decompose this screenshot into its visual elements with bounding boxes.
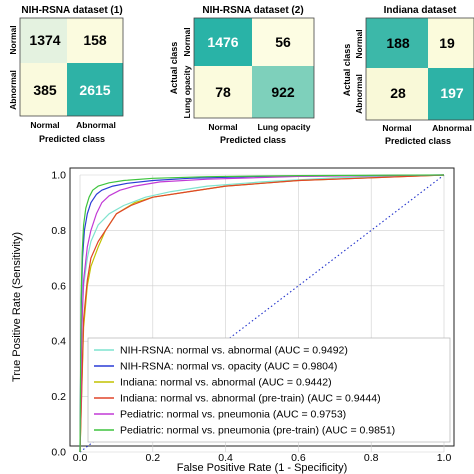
- cm3-frame: [365, 17, 474, 121]
- roc-legend-label: NIH-RSNA: normal vs. abnormal (AUC = 0.9…: [120, 345, 348, 357]
- cm2-ylabel: Actual class: [169, 42, 179, 95]
- roc-legend-label: NIH-RSNA: normal vs. opacity (AUC = 0.98…: [120, 361, 337, 373]
- roc-ytick-label: 0.6: [51, 280, 66, 292]
- roc-series-line-2: [79, 174, 445, 453]
- cm1-cell-11: [67, 63, 123, 116]
- roc-xlabel: False Positive Rate (1 - Specificity): [177, 462, 348, 474]
- cm1-value-00: 1374: [29, 32, 60, 48]
- roc-xtick-label: 0.6: [291, 452, 306, 464]
- roc-xtick-label: 1.0: [437, 452, 452, 464]
- roc-ytick-label: 0.4: [51, 336, 66, 348]
- cm2-frame: [193, 17, 315, 119]
- roc-ytick-label: 0.0: [51, 447, 66, 459]
- confusion-matrix-2: NIH-RSNA dataset (2) 1476 56 78 922 Actu…: [169, 5, 315, 145]
- cm3-value-11: 197: [440, 85, 464, 101]
- cm2-row-label-1: Lung opacity: [182, 65, 192, 118]
- roc-xtick-label: 0.2: [145, 452, 160, 464]
- cm3-cell-01: [428, 18, 474, 68]
- roc-ticks: 0.0 0.0 0.2 0.2 0.4 0.4 0.6 0.6 0.8 0.8 1.0 1.0: [51, 170, 451, 465]
- roc-xtick-label: 0.0: [73, 452, 88, 464]
- cm3-value-10: 28: [390, 85, 406, 101]
- cm2-col-label-1: Lung opacity: [258, 122, 311, 132]
- cm1-row-label-0: Normal: [8, 25, 18, 54]
- cm1-value-10: 385: [33, 82, 57, 98]
- roc-curves: [79, 174, 445, 453]
- cm2-cell-11: [252, 66, 314, 118]
- cm2-value-11: 922: [271, 84, 295, 100]
- cm1-col-label-0: Normal: [30, 120, 59, 130]
- cm3-row-label-1: Abnormal: [354, 74, 364, 114]
- cm2-value-01: 56: [275, 34, 291, 50]
- cm2-title: NIH-RSNA dataset (2): [202, 5, 303, 16]
- cm3-cell-11: [428, 68, 474, 120]
- cm2-value-00: 1476: [207, 34, 238, 50]
- cm1-frame: [19, 17, 124, 117]
- roc-legend-label: Pediatric: normal vs. pneumonia (AUC = 0…: [120, 409, 346, 421]
- cm3-row-label-0: Normal: [354, 29, 364, 58]
- roc-series-line-4: [79, 174, 445, 453]
- roc-ytick-label: 0.8: [51, 225, 66, 237]
- cm1-title: NIH-RSNA dataset (1): [21, 5, 122, 16]
- roc-legend: NIH-RSNA: normal vs. abnormal (AUC = 0.9…: [87, 337, 451, 443]
- cm1-cells: [19, 17, 124, 117]
- cm2-xlabel: Predicted class: [220, 135, 286, 145]
- cm1-cell-01: [67, 18, 123, 63]
- cm2-cell-10: [194, 66, 252, 118]
- confusion-matrix-1: NIH-RSNA dataset (1) 1374 158 385 2615 N…: [8, 5, 124, 144]
- cm1-value-01: 158: [83, 32, 107, 48]
- cm3-value-01: 19: [439, 35, 455, 51]
- cm1-value-11: 2615: [79, 82, 110, 98]
- roc-legend-label: Pediatric: normal vs. pneumonia (pre-tra…: [120, 425, 395, 437]
- roc-ytick-label: 1.0: [51, 170, 66, 182]
- roc-legend-box: [87, 337, 451, 443]
- cm2-col-label-0: Normal: [208, 122, 237, 132]
- roc-series-line-5: [79, 174, 445, 453]
- cm1-cell-00: [20, 18, 67, 63]
- cm3-cell-10: [366, 68, 428, 120]
- cm1-col-label-1: Abnormal: [76, 120, 116, 130]
- cm3-title: Indiana dataset: [384, 5, 457, 16]
- roc-series-line-6: [79, 174, 445, 453]
- confusion-matrix-3: Indiana dataset 188 19 28 197 Actual cla…: [342, 5, 474, 146]
- cm1-row-label-1: Abnormal: [8, 70, 18, 110]
- roc-ytick-label: 0.2: [51, 391, 66, 403]
- roc-series-line-1: [79, 174, 445, 453]
- roc-chart: 0.0 0.0 0.2 0.2 0.4 0.4 0.6 0.6 0.8 0.8 1.0 1.0 NIH…: [11, 167, 455, 474]
- cm1-cell-10: [20, 63, 67, 116]
- roc-xtick-label: 0.8: [364, 452, 379, 464]
- cm2-value-10: 78: [215, 84, 231, 100]
- cm3-col-label-1: Abnormal: [432, 123, 472, 133]
- cm3-col-label-0: Normal: [382, 123, 411, 133]
- cm1-xlabel: Predicted class: [39, 134, 105, 144]
- roc-ylabel: True Positive Rate (Sensitivity): [11, 232, 23, 382]
- cm2-cell-01: [252, 18, 314, 66]
- cm3-cell-00: [366, 18, 428, 68]
- cm3-cells: [365, 17, 474, 121]
- roc-legend-label: Indiana: normal vs. abnormal (AUC = 0.94…: [120, 377, 332, 389]
- roc-xtick-label: 0.4: [218, 452, 233, 464]
- cm2-cell-00: [194, 18, 252, 66]
- cm3-ylabel: Actual class: [342, 44, 352, 97]
- cm3-xlabel: Predicted class: [385, 136, 451, 146]
- cm3-value-00: 188: [386, 35, 410, 51]
- roc-legend-label: Indiana: normal vs. abnormal (pre-train)…: [120, 393, 381, 405]
- cm2-cells: [193, 17, 315, 119]
- cm2-row-label-0: Normal: [182, 27, 192, 56]
